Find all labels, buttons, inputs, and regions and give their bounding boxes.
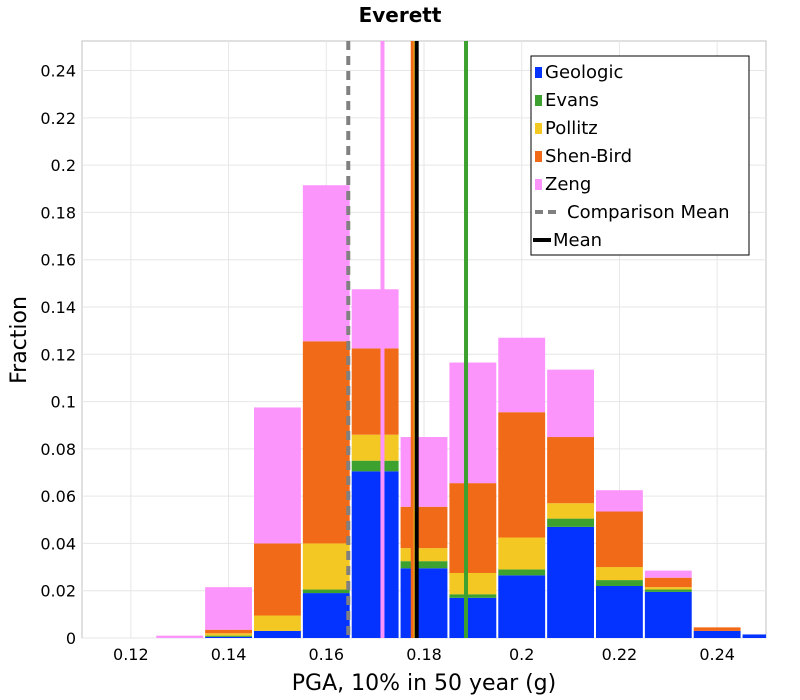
bar-pollitz-2 — [205, 633, 252, 636]
x-tick-label: 0.22 — [602, 645, 638, 664]
bar-pollitz-5 — [351, 434, 399, 461]
legend: Geologic Evans Pollitz Shen-Bird Zeng Compari… — [530, 55, 750, 256]
bar-pollitz-4 — [302, 543, 350, 590]
bar-geologic-12 — [693, 630, 741, 638]
y-axis-label: Fraction — [7, 296, 32, 384]
bar-geologic-11 — [644, 591, 692, 638]
legend-swatch-pollitz — [535, 123, 542, 134]
bar-shen-bird-5 — [351, 348, 399, 435]
x-axis-ticks: 0.12 0.14 0.16 0.18 0.2 0.22 0.24 — [113, 645, 735, 664]
y-tick-label: 0.1 — [51, 393, 76, 412]
legend-swatch-evans — [535, 95, 542, 106]
y-tick-label: 0.14 — [40, 298, 76, 317]
bar-evans-6 — [400, 561, 448, 569]
y-tick-label: 0.06 — [40, 487, 76, 506]
y-tick-label: 0.16 — [40, 251, 76, 270]
legend-swatch-geologic — [535, 67, 542, 78]
legend-label-zeng: Zeng — [545, 174, 591, 195]
y-tick-label: 0.12 — [40, 345, 76, 364]
y-tick-label: 0 — [66, 629, 76, 648]
bar-zeng-7 — [449, 362, 497, 484]
bar-evans-11 — [644, 589, 692, 592]
bar-evans-9 — [547, 518, 594, 527]
bar-zeng-5 — [351, 289, 399, 349]
bar-evans-7 — [449, 594, 497, 598]
bar-pollitz-7 — [449, 572, 497, 595]
bar-zeng-6 — [400, 437, 448, 507]
bar-shen-bird-8 — [498, 412, 546, 538]
bar-geologic-3 — [254, 630, 301, 638]
chart-title: Everett — [359, 3, 442, 27]
x-tick-label: 0.16 — [308, 645, 344, 664]
x-tick-label: 0.12 — [113, 645, 149, 664]
bar-pollitz-3 — [254, 615, 301, 631]
bar-evans-4 — [302, 589, 350, 594]
bar-pollitz-11 — [644, 587, 692, 590]
y-tick-label: 0.02 — [40, 582, 76, 601]
bar-shen-bird-6 — [400, 506, 448, 549]
bar-evans-2 — [205, 635, 252, 637]
bar-geologic-9 — [547, 526, 594, 638]
x-axis-label: PGA, 10% in 50 year (g) — [292, 671, 556, 696]
bar-shen-bird-2 — [205, 629, 252, 634]
bar-shen-bird-10 — [596, 511, 643, 568]
bar-pollitz-10 — [596, 567, 643, 581]
bar-zeng-9 — [547, 369, 594, 438]
bar-zeng-1 — [156, 635, 204, 638]
bar-zeng-11 — [644, 570, 692, 578]
bar-evans-10 — [596, 580, 643, 586]
legend-label-pollitz: Pollitz — [545, 118, 598, 139]
bar-zeng-2 — [205, 587, 252, 630]
bar-geologic-7 — [449, 597, 497, 638]
bar-geologic-2 — [205, 636, 252, 638]
legend-label-shen-bird: Shen-Bird — [545, 146, 632, 167]
legend-swatch-zeng — [535, 179, 542, 190]
bar-shen-bird-9 — [547, 437, 594, 504]
bar-shen-bird-7 — [449, 483, 497, 573]
y-axis-ticks: 0 0.02 0.04 0.06 0.08 0.1 0.12 0.14 0.16 0.18 0.2 0… — [40, 62, 76, 648]
legend-swatch-shen-bird — [535, 151, 542, 162]
y-tick-label: 0.04 — [40, 534, 76, 553]
legend-label-geologic: Geologic — [545, 62, 623, 83]
legend-box — [530, 55, 750, 256]
bar-zeng-10 — [596, 490, 643, 512]
mean-lines — [346, 41, 469, 638]
bar-shen-bird-12 — [693, 627, 741, 631]
y-tick-label: 0.2 — [51, 156, 76, 175]
bar-shen-bird-3 — [254, 543, 301, 616]
bar-evans-8 — [498, 569, 546, 576]
bar-geologic-8 — [498, 575, 546, 638]
bar-zeng-4 — [302, 185, 350, 342]
bar-shen-bird-4 — [302, 341, 350, 544]
x-tick-label: 0.14 — [211, 645, 247, 664]
x-tick-label: 0.24 — [699, 645, 735, 664]
y-tick-label: 0.18 — [40, 203, 76, 222]
bar-evans-5 — [351, 460, 399, 472]
y-tick-label: 0.08 — [40, 440, 76, 459]
bar-pollitz-6 — [400, 548, 448, 562]
bar-shen-bird-11 — [644, 577, 692, 588]
bar-zeng-3 — [254, 407, 301, 544]
legend-label-comparison-mean: Comparison Mean — [567, 202, 730, 223]
bar-pollitz-9 — [547, 503, 594, 519]
legend-label-mean: Mean — [553, 230, 602, 251]
bar-zeng-8 — [498, 337, 546, 413]
bar-pollitz-8 — [498, 537, 546, 570]
bar-geologic-5 — [351, 471, 399, 638]
bar-geologic-4 — [302, 593, 350, 638]
x-tick-label: 0.2 — [509, 645, 534, 664]
bar-geologic-10 — [596, 585, 643, 638]
y-tick-label: 0.22 — [40, 109, 76, 128]
x-tick-label: 0.18 — [406, 645, 442, 664]
bar-geologic-6 — [400, 568, 448, 638]
legend-label-evans: Evans — [545, 90, 599, 111]
y-tick-label: 0.24 — [40, 62, 76, 81]
bar-extra-0 — [742, 634, 766, 638]
bars-group — [156, 185, 766, 638]
